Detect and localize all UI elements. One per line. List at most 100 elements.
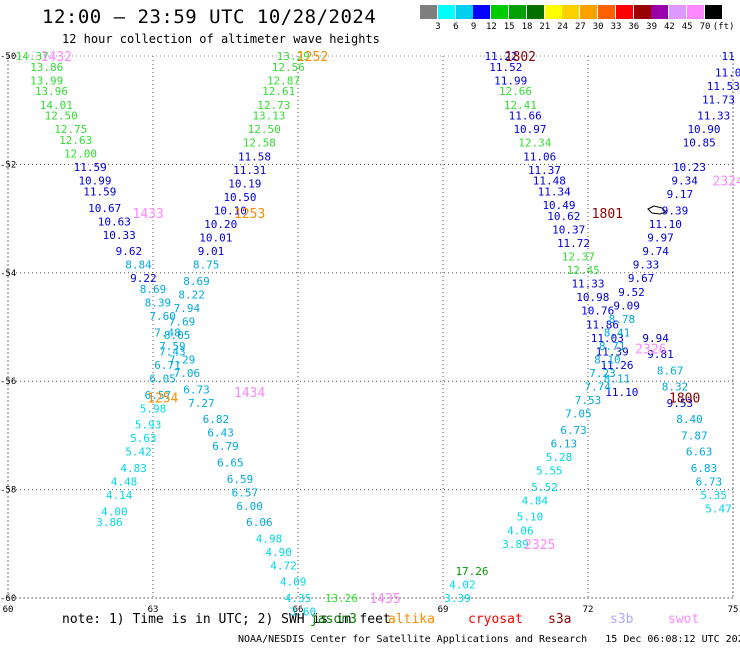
wave-height-value: 7.05 xyxy=(565,408,592,421)
color-swatch xyxy=(526,5,544,19)
color-swatch xyxy=(455,5,473,19)
wave-height-value: 12.87 xyxy=(267,74,300,87)
wave-height-value: 17.26 xyxy=(455,565,488,578)
wave-height-value: 10.23 xyxy=(673,161,706,174)
wave-height-value: 10.99 xyxy=(78,175,111,188)
wave-height-value: 13.26 xyxy=(325,592,358,605)
wave-height-value: 6.65 xyxy=(217,457,244,470)
wave-height-value: 5.10 xyxy=(517,511,544,524)
wave-height-value: 11 xyxy=(722,50,735,63)
color-swatch xyxy=(420,5,437,19)
wave-height-value: 11.22 xyxy=(484,50,517,63)
wave-height-value: 10.90 xyxy=(687,123,720,136)
wave-height-value: 4.14 xyxy=(106,489,133,502)
pass-time-label: 1800 xyxy=(669,391,700,406)
color-scale-label: 39 xyxy=(646,22,658,32)
pass-time-label: 2326 xyxy=(635,343,666,358)
wave-height-value: 10.10 xyxy=(214,204,247,217)
wave-height-value: 11.33 xyxy=(571,278,604,291)
x-tick-label: 60 xyxy=(3,605,14,615)
color-swatch xyxy=(562,5,580,19)
wave-height-value: 11.03 xyxy=(591,332,624,345)
wave-height-value: 11.72 xyxy=(557,237,590,250)
wave-height-value: 8.78 xyxy=(609,313,636,326)
wave-height-value: 7.48 xyxy=(154,326,181,339)
x-tick-label: 63 xyxy=(148,605,159,615)
wave-height-value: 10.63 xyxy=(98,215,131,228)
pass-time-label: 1432 xyxy=(41,50,72,65)
credit-line: NOAA/NESDIS Center for Satellite Applica… xyxy=(238,634,740,645)
wave-height-value: 9.74 xyxy=(642,245,669,258)
color-swatch xyxy=(509,5,526,19)
wave-height-value: 10.98 xyxy=(576,291,609,304)
wave-height-value: 7.23 xyxy=(589,367,616,380)
wave-height-value: 11.39 xyxy=(596,345,629,358)
wave-height-value: 10.67 xyxy=(88,202,121,215)
island-outline xyxy=(647,205,667,215)
wave-height-value: 8.11 xyxy=(604,372,631,385)
wave-height-value: 11.26 xyxy=(600,359,633,372)
wave-height-value: 8.69 xyxy=(183,275,210,288)
page-title: 12:00 – 23:59 UTC 10/28/2024 xyxy=(42,6,377,28)
plot-frame xyxy=(7,55,734,599)
wave-height-value: 9.22 xyxy=(130,272,157,285)
wave-height-value: 12.66 xyxy=(499,85,532,98)
x-tick-label: 66 xyxy=(293,605,304,615)
wave-height-value: 4.90 xyxy=(265,546,292,559)
color-swatch xyxy=(544,5,562,19)
wave-height-value: 4.09 xyxy=(280,576,307,589)
wave-height-value: 8.75 xyxy=(193,259,220,272)
wave-height-value: 4.48 xyxy=(111,475,138,488)
wave-height-value: 12.45 xyxy=(567,264,600,277)
color-swatch xyxy=(633,5,651,19)
wave-height-value: 7.60 xyxy=(149,310,176,323)
pass-time-label: 1434 xyxy=(234,386,265,401)
color-swatch xyxy=(580,5,598,19)
wave-height-value: 8.40 xyxy=(676,413,703,426)
wave-height-value: 9.81 xyxy=(647,348,674,361)
wave-height-value: 5.47 xyxy=(705,503,732,516)
wave-height-value: 5.55 xyxy=(536,465,563,478)
color-scale-label: 45 xyxy=(681,22,693,32)
wave-height-value: 9.01 xyxy=(198,245,225,258)
wave-height-value: 10.37 xyxy=(552,223,585,236)
wave-height-value: 10.50 xyxy=(223,191,256,204)
color-swatch xyxy=(704,5,722,19)
wave-height-value: 9.17 xyxy=(667,188,694,201)
color-scale-label: 30 xyxy=(592,22,604,32)
pass-time-label: 1252 xyxy=(297,50,328,65)
satellite-legend-swot: swot xyxy=(668,612,700,627)
wave-height-value: 8.32 xyxy=(662,381,689,394)
wave-height-value: 6.79 xyxy=(212,440,239,453)
wave-height-value: 12.50 xyxy=(45,110,78,123)
wave-height-value: 11.33 xyxy=(697,110,730,123)
pass-time-label: 2324 xyxy=(713,175,740,190)
wave-height-value: 11.37 xyxy=(528,164,561,177)
wave-height-value: 12.61 xyxy=(262,85,295,98)
wave-height-value: 9.39 xyxy=(662,204,689,217)
wave-height-value: 9.94 xyxy=(642,332,669,345)
wave-height-value: 7.94 xyxy=(174,302,201,315)
wave-height-value: 8.41 xyxy=(604,326,631,339)
wave-height-value: 9.67 xyxy=(628,272,655,285)
color-swatch xyxy=(615,5,633,19)
wave-height-value: 7.29 xyxy=(169,354,196,367)
x-tick-label: 69 xyxy=(438,605,449,615)
wave-height-value: 11.73 xyxy=(702,93,735,106)
pass-time-label: 1435 xyxy=(369,592,400,607)
wave-height-value: 11.53 xyxy=(707,80,740,93)
wave-height-value: 3.89 xyxy=(502,538,529,551)
wave-height-value: 12.41 xyxy=(504,99,537,112)
wave-height-value: 12.00 xyxy=(64,148,97,161)
wave-height-value: 5.35 xyxy=(700,489,727,502)
wave-height-value: 3.39 xyxy=(444,592,471,605)
pass-time-label: 2325 xyxy=(524,538,555,553)
wave-height-value: 12.56 xyxy=(272,61,305,74)
wave-height-value: 6.71 xyxy=(154,359,181,372)
satellite-legend-jason3: jason3 xyxy=(310,612,357,627)
wave-height-value: 12.50 xyxy=(248,123,281,136)
wave-height-value: 11.48 xyxy=(533,175,566,188)
color-swatch xyxy=(651,5,669,19)
wave-height-value: 11.0 xyxy=(715,66,740,79)
wave-height-value: 3.60 xyxy=(290,606,317,619)
